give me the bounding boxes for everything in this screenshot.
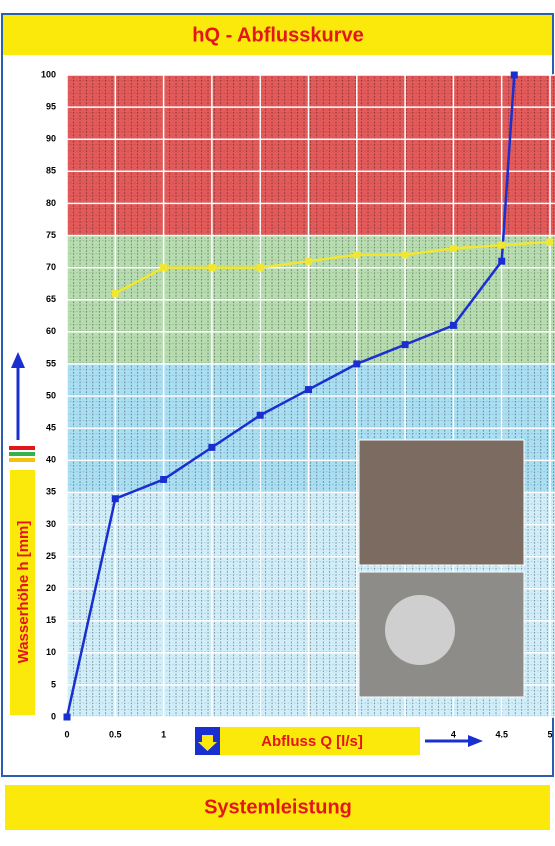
point	[111, 289, 119, 297]
y-tick-label: 40	[46, 455, 56, 465]
y-tick-label: 10	[46, 647, 56, 657]
point	[305, 257, 312, 265]
y-tick-label: 95	[46, 101, 56, 111]
y-tick-label: 85	[46, 166, 56, 176]
series-line	[114, 240, 551, 295]
y-tick-label: 25	[46, 551, 56, 561]
y-tick-label: 80	[46, 198, 56, 208]
y-tick-label: 0	[51, 711, 56, 721]
point	[160, 475, 168, 483]
point	[305, 386, 312, 394]
arrow-head	[468, 735, 483, 747]
point	[510, 71, 518, 79]
footer-bar	[5, 785, 550, 830]
y-tick-label: 15	[46, 615, 56, 625]
photo	[358, 439, 525, 566]
y-tick-label: 5	[51, 679, 56, 689]
y-tick-label: 20	[46, 583, 56, 593]
icon-arrow	[198, 735, 217, 751]
legend-swatch	[9, 458, 35, 462]
arrow-head	[11, 352, 25, 368]
legend-swatch	[9, 446, 35, 450]
x-tick-label: 4.5	[495, 729, 508, 739]
chart-title: hQ - Abflusskurve	[192, 24, 364, 46]
title-bar	[3, 15, 552, 55]
x-tick-label: 1	[161, 729, 166, 739]
x-tick-label: 4	[451, 729, 456, 739]
y-tick-label: 100	[41, 69, 56, 79]
y-tick-label: 70	[46, 262, 56, 272]
y-label-bar	[10, 470, 35, 715]
point	[208, 443, 216, 451]
x-axis-label: Abfluss Q [l/s]	[261, 733, 363, 750]
x-label-box	[195, 727, 420, 755]
legend-swatch	[9, 452, 35, 456]
point	[256, 264, 264, 272]
y-tick-label: 50	[46, 390, 56, 400]
point	[353, 360, 361, 368]
y-axis-label: Wasserhöhe h [mm]	[15, 521, 32, 664]
x-tick-label: 5	[547, 729, 552, 739]
x-tick-label: 0.5	[109, 729, 122, 739]
point	[498, 241, 506, 249]
point	[401, 251, 409, 259]
point	[449, 244, 457, 252]
point	[160, 264, 168, 272]
point	[256, 411, 264, 419]
y-tick-label: 35	[46, 487, 56, 497]
point	[498, 257, 506, 265]
point	[353, 251, 361, 259]
y-tick-label: 90	[46, 134, 56, 144]
footer: Systemleistung	[204, 796, 352, 818]
x-tick-label: 0	[64, 729, 69, 739]
point	[208, 264, 216, 272]
point	[63, 713, 71, 721]
point	[546, 238, 554, 246]
y-tick-label: 60	[46, 326, 56, 336]
point	[111, 495, 119, 503]
point	[401, 341, 409, 349]
photo-detail	[385, 595, 455, 665]
y-tick-label: 75	[46, 230, 56, 240]
y-tick-label: 30	[46, 519, 56, 529]
y-tick-label: 55	[46, 358, 56, 368]
y-tick-label: 65	[46, 294, 56, 304]
point	[449, 321, 457, 329]
y-tick-label: 45	[46, 422, 56, 432]
